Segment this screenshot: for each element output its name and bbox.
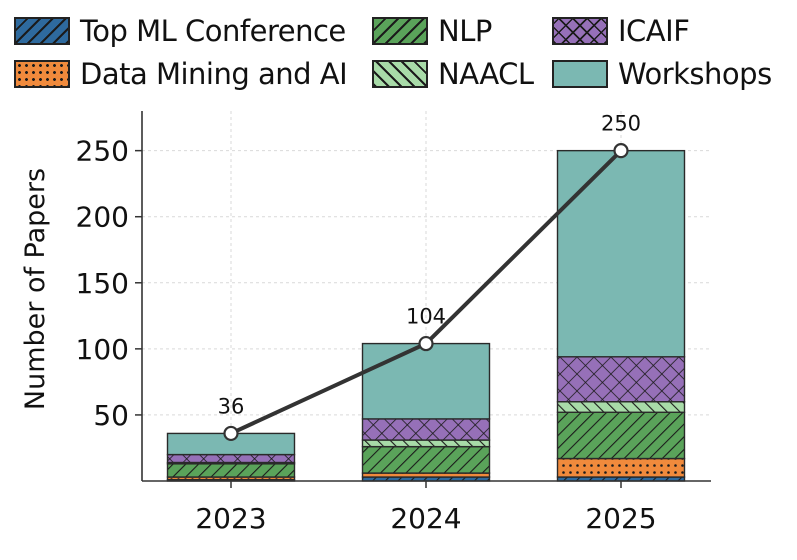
- legend-item-data-mining-and-ai: Data Mining and AI: [14, 57, 348, 91]
- legend-label-data-mining-and-ai: Data Mining and AI: [80, 57, 348, 91]
- y-axis-label: Number of Papers: [20, 168, 51, 410]
- bar-pattern-icaif: [167, 454, 295, 463]
- legend-item-top-ml-conference: Top ML Conference: [14, 14, 346, 48]
- x-tick-label-2025: 2025: [585, 502, 656, 535]
- legend-label-top-ml-conference: Top ML Conference: [80, 14, 346, 48]
- bar-workshops-2024: [362, 343, 490, 419]
- y-tick-label: 250: [76, 135, 129, 168]
- bar-pattern-data-mining-and-ai: [362, 473, 490, 478]
- bar-workshops-2023: [167, 433, 295, 455]
- bar-pattern-data-mining-and-ai: [557, 458, 685, 478]
- legend: Top ML Conference Data Mining and AI NLP NA…: [14, 14, 789, 94]
- bar-pattern-nlp: [557, 412, 685, 459]
- bar-pattern-top-ml-conference: [557, 477, 685, 481]
- bar-pattern-top-ml-conference: [362, 477, 490, 481]
- x-tick-label-2024: 2024: [390, 502, 461, 535]
- y-tick-label: 200: [76, 201, 129, 234]
- legend-swatch-data-mining-and-ai: [14, 60, 70, 88]
- legend-item-workshops: Workshops: [552, 57, 772, 91]
- total-line: 36 104 250: [218, 112, 641, 442]
- total-point-2023: [223, 425, 239, 442]
- x-tick-label-2023: 2023: [195, 502, 266, 535]
- bar-pattern-icaif: [557, 356, 685, 402]
- legend-swatch-nlp: [372, 17, 428, 45]
- bar-workshops-2025: [557, 150, 685, 357]
- y-tick-label: 150: [76, 267, 129, 300]
- total-label-2025: 250: [601, 112, 641, 136]
- legend-item-nlp: NLP: [372, 14, 492, 48]
- legend-swatch-naacl: [372, 60, 428, 88]
- y-tick-label: 100: [76, 333, 129, 366]
- bar-pattern-nlp: [362, 446, 490, 474]
- bar-pattern-icaif: [362, 418, 490, 441]
- total-point-2025: [613, 143, 629, 159]
- legend-swatch-workshops: [552, 60, 608, 88]
- bar-pattern-naacl: [557, 401, 685, 413]
- axes: 50 100 150 200 250 2023 2024 2025: [76, 111, 711, 535]
- legend-label-naacl: NAACL: [438, 57, 534, 91]
- y-tick-label: 50: [93, 399, 129, 432]
- legend-swatch-top-ml-conference: [14, 17, 70, 45]
- legend-item-icaif: ICAIF: [552, 14, 690, 48]
- bar-pattern-nlp: [167, 463, 295, 478]
- legend-label-nlp: NLP: [438, 14, 492, 48]
- bar-pattern-data-mining-and-ai: [167, 477, 295, 480]
- bar-pattern-naacl: [362, 440, 490, 447]
- total-label-2024: 104: [406, 305, 446, 329]
- legend-swatch-icaif: [552, 17, 608, 45]
- legend-label-workshops: Workshops: [618, 57, 772, 91]
- total-point-2024: [418, 335, 434, 352]
- legend-label-icaif: ICAIF: [618, 14, 690, 48]
- legend-item-naacl: NAACL: [372, 57, 534, 91]
- total-label-2023: 36: [218, 394, 245, 418]
